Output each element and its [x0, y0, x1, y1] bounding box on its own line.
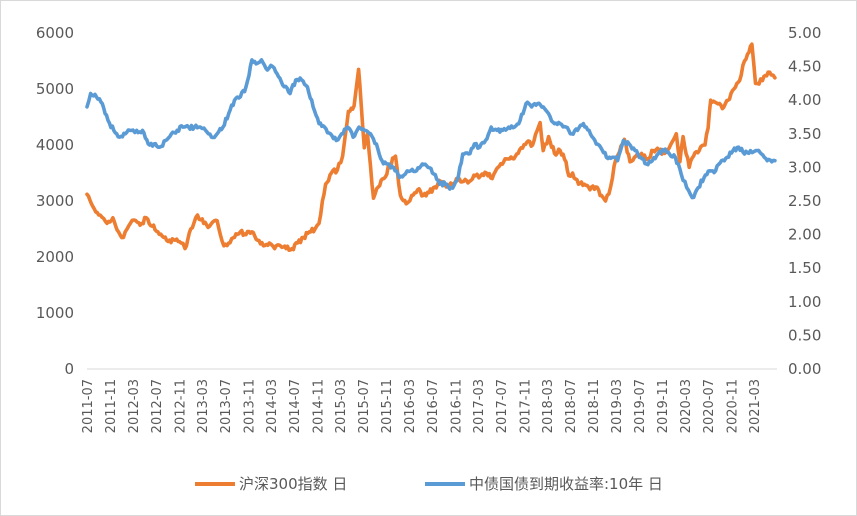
left-axis-tick-label: 0 [64, 360, 74, 378]
x-axis-tick-label: 2016-03 [403, 379, 418, 433]
right-axis-tick-label: 2.00 [788, 226, 821, 244]
x-axis-tick-label: 2012-11 [173, 379, 188, 433]
x-axis-tick-label: 2016-07 [426, 379, 441, 433]
legend-label: 沪深300指数 日 [239, 475, 347, 493]
left-axis-tick-label: 6000 [36, 24, 74, 42]
legend: 沪深300指数 日 中债国债到期收益率:10年 日 [195, 475, 663, 493]
right-axis-tick-label: 1.50 [788, 259, 821, 277]
series-line-1 [85, 42, 777, 252]
legend-entry-1: 沪深300指数 日 [195, 475, 347, 493]
left-axis-tick-label: 3000 [36, 192, 74, 210]
right-axis-tick-labels: 0.00 0.50 1.00 1.50 2.00 2.50 3.00 3.50 4.00 4.50… [788, 24, 821, 378]
x-axis-tick-label: 2012-07 [150, 379, 165, 433]
left-axis-tick-label: 1000 [36, 304, 74, 322]
left-axis-tick-label: 4000 [36, 136, 74, 154]
x-axis-tick-label: 2020-07 [702, 379, 717, 433]
x-axis-tick-label: 2014-11 [311, 379, 326, 433]
x-axis-tick-label: 2016-11 [449, 379, 464, 433]
series-line-2 [85, 58, 777, 200]
x-axis-tick-label: 2013-03 [196, 379, 211, 433]
x-axis-tick-label: 2014-03 [265, 379, 280, 433]
x-axis-tick-label: 2017-11 [518, 379, 533, 433]
x-axis-tick-label: 2019-03 [610, 379, 625, 433]
x-axis-tick-label: 2013-11 [242, 379, 257, 433]
right-axis-tick-label: 0.00 [788, 360, 821, 378]
legend-label: 中债国债到期收益率:10年 日 [469, 475, 663, 493]
left-axis-tick-label: 2000 [36, 248, 74, 266]
x-axis-tick-label: 2018-07 [564, 379, 579, 433]
x-axis-tick-label: 2020-11 [725, 379, 740, 433]
x-axis-tick-label: 2021-03 [748, 379, 763, 433]
x-axis-tick-label: 2015-03 [334, 379, 349, 433]
legend-entry-2: 中债国债到期收益率:10年 日 [425, 475, 663, 493]
x-axis-tick-label: 2018-03 [541, 379, 556, 433]
x-axis-tick-label: 2017-03 [472, 379, 487, 433]
x-axis-tick-label: 2011-11 [104, 379, 119, 433]
x-axis-tick-label: 2012-03 [127, 379, 142, 433]
left-axis-tick-labels: 0 1000 2000 3000 4000 5000 6000 [36, 24, 74, 378]
right-axis-tick-label: 3.50 [788, 125, 821, 143]
x-axis-tick-label: 2015-11 [380, 379, 395, 433]
right-axis-tick-label: 0.50 [788, 326, 821, 344]
right-axis-tick-label: 4.50 [788, 58, 821, 76]
x-axis-tick-label: 2014-07 [288, 379, 303, 433]
x-axis-tick-label: 2013-07 [219, 379, 234, 433]
right-axis-tick-label: 1.00 [788, 293, 821, 311]
x-axis-tick-label: 2018-11 [587, 379, 602, 433]
right-axis-tick-label: 2.50 [788, 192, 821, 210]
x-axis-tick-label: 2019-07 [633, 379, 648, 433]
series-layer [85, 42, 777, 252]
x-axis-tick-label: 2017-07 [495, 379, 510, 433]
x-axis-tick-labels: 2011-07 2011-11 2012-03 2012-07 2012-11 2013-… [81, 379, 763, 433]
right-axis-tick-label: 5.00 [788, 24, 821, 42]
x-axis-tick-label: 2020-03 [679, 379, 694, 433]
right-axis-tick-label: 4.00 [788, 91, 821, 109]
x-axis-tick-label: 2015-07 [357, 379, 372, 433]
left-axis-tick-label: 5000 [36, 80, 74, 98]
right-axis-tick-label: 3.00 [788, 158, 821, 176]
x-axis-tick-label: 2011-07 [81, 379, 96, 433]
x-axis-tick-label: 2019-11 [656, 379, 671, 433]
